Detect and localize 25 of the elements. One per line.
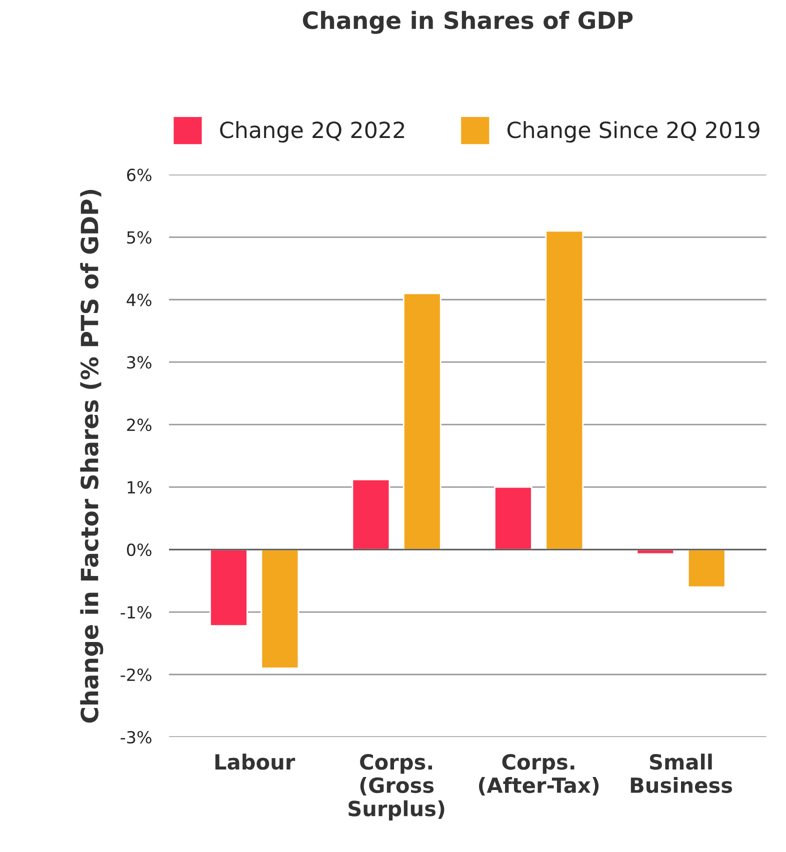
y-axis-title: Change in Factor Shares (% PTS of GDP): [80, 190, 104, 723]
y-tick-label: 3%: [127, 356, 152, 369]
bar: [402, 292, 442, 550]
y-tick-label: -2%: [120, 668, 152, 682]
bar: [494, 486, 532, 550]
y-tick-label: 5%: [127, 231, 152, 244]
y-tick-label: 2%: [127, 418, 152, 432]
chart-title: Change in Shares of GDP: [302, 10, 633, 34]
legend-label: Change Since 2Q 2019: [507, 121, 760, 143]
bar: [545, 230, 584, 550]
y-tick-label: -3%: [120, 730, 152, 744]
bar: [352, 478, 390, 550]
bar: [687, 548, 726, 588]
x-tick-label: Corps. (Gross Surplus): [348, 754, 444, 820]
bar: [210, 548, 248, 626]
y-tick-label: 4%: [126, 294, 152, 306]
y-tick-label: 0%: [126, 544, 152, 556]
x-tick-label: Small Business: [630, 754, 732, 794]
y-tick-label: -1%: [120, 606, 152, 619]
bar: [260, 548, 300, 669]
legend-label: Change 2Q 2022: [220, 121, 404, 143]
x-tick-label: Corps. (After-Tax): [478, 754, 599, 796]
y-tick-label: 6%: [127, 168, 152, 182]
y-tick-label: 1%: [128, 481, 152, 494]
x-tick-label: Labour: [215, 754, 296, 770]
